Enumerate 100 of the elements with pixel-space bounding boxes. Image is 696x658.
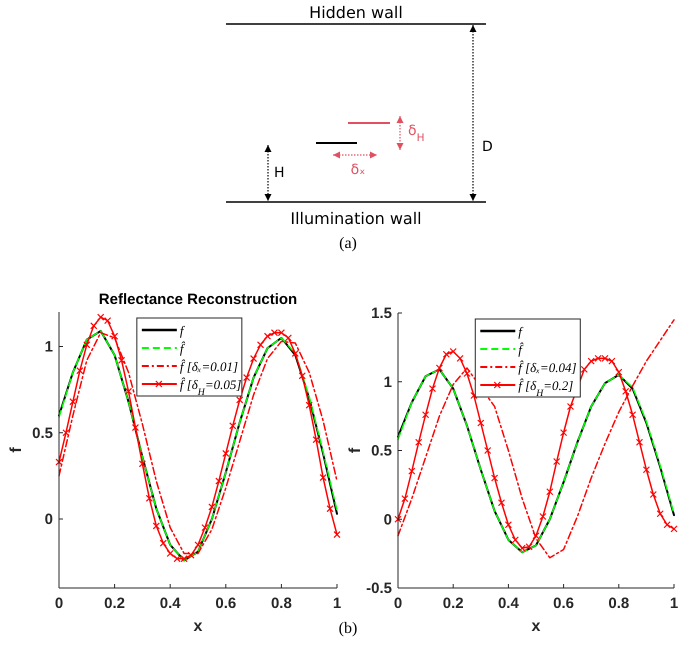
point <box>408 468 416 475</box>
point <box>560 429 568 436</box>
x-tick-label: 0.8 <box>270 595 292 612</box>
point <box>243 374 250 382</box>
point <box>298 372 306 380</box>
legend-label: f̂ [δ$_{H}$=0.05] <box>180 376 242 398</box>
point <box>90 322 98 330</box>
point <box>615 368 622 376</box>
chart-title: Reflectance Reconstruction <box>98 291 298 308</box>
x-axis-title: x <box>194 618 203 635</box>
y-tick-label: 1.5 <box>371 305 392 322</box>
point <box>76 367 84 374</box>
x-tick-label: 0.4 <box>160 595 182 612</box>
point <box>546 488 554 496</box>
point <box>201 524 209 532</box>
point <box>477 419 484 427</box>
point <box>512 536 519 544</box>
point <box>229 422 236 430</box>
point <box>208 503 216 511</box>
point <box>629 411 636 418</box>
y-tick-label: 1 <box>384 374 392 391</box>
y-tick-label: 0.5 <box>371 442 392 460</box>
point <box>292 350 299 357</box>
point <box>320 474 327 482</box>
point <box>132 424 140 432</box>
legend-label: f <box>518 324 524 339</box>
point <box>215 477 222 485</box>
x-axis-title: x <box>532 618 541 635</box>
y-tick-label: 0 <box>44 511 53 528</box>
text: (b) <box>338 620 358 637</box>
x-tick-label: 0.2 <box>442 595 464 612</box>
point <box>104 317 112 324</box>
text: Hidden wall <box>309 3 403 22</box>
point <box>401 495 408 502</box>
point <box>498 499 506 506</box>
point <box>236 396 244 404</box>
point <box>532 532 540 540</box>
point <box>97 314 104 321</box>
x-tick-label: 1 <box>670 595 678 612</box>
point <box>539 512 546 520</box>
point <box>415 438 422 446</box>
legend-label: f̂ [δ$_{H}$=0.2] <box>518 377 574 398</box>
point <box>312 436 320 444</box>
point <box>69 398 76 406</box>
text: H <box>274 165 285 181</box>
point <box>504 521 512 528</box>
point <box>656 510 664 518</box>
legend-label: f̂ [δₓ=0.01] <box>180 358 238 374</box>
point <box>664 521 671 528</box>
point <box>250 354 258 362</box>
x-tick-label: 0.4 <box>498 595 520 612</box>
y-tick-label: 0 <box>384 511 392 528</box>
legend-label: f̂ <box>518 341 524 357</box>
point <box>484 446 492 454</box>
point <box>394 516 402 523</box>
point <box>284 334 292 342</box>
point <box>146 494 153 502</box>
point <box>333 530 341 538</box>
text: D <box>482 139 493 155</box>
y-tick-label: -0.5 <box>366 580 392 597</box>
point <box>642 466 650 474</box>
point <box>124 388 132 395</box>
text: (a) <box>339 235 357 252</box>
x-tick-label: 0.6 <box>553 595 574 612</box>
x-tick-label: 0.8 <box>608 595 630 612</box>
point <box>491 474 498 482</box>
y-tick-label: 1 <box>44 338 53 356</box>
text: δ$_{H}$ <box>408 123 424 144</box>
point <box>326 505 334 512</box>
point <box>636 438 644 446</box>
point <box>160 540 167 547</box>
point <box>187 552 195 559</box>
point <box>111 332 118 340</box>
line-series <box>397 319 675 558</box>
x-tick-label: 0.2 <box>104 595 126 612</box>
point <box>152 522 160 530</box>
point <box>463 370 471 378</box>
x-tick-label: 1 <box>332 595 342 612</box>
y-axis-title: f <box>8 446 25 453</box>
point <box>118 356 126 364</box>
point <box>456 354 464 362</box>
point <box>138 460 146 468</box>
point <box>62 429 70 436</box>
legend-label: f̂ <box>180 340 186 356</box>
point <box>194 541 202 548</box>
text: δₓ <box>350 162 366 178</box>
point <box>622 388 630 395</box>
point <box>566 402 574 410</box>
point <box>580 366 588 373</box>
y-axis-title: f <box>347 447 364 454</box>
point <box>264 332 272 340</box>
x-tick-label: 0.6 <box>215 595 236 612</box>
point <box>553 458 560 466</box>
point <box>83 341 90 348</box>
point <box>428 385 436 392</box>
text: Illumination wall <box>290 209 422 228</box>
y-tick-label: 0.5 <box>32 424 53 442</box>
point <box>256 341 264 348</box>
point <box>650 490 657 498</box>
point <box>436 364 443 372</box>
